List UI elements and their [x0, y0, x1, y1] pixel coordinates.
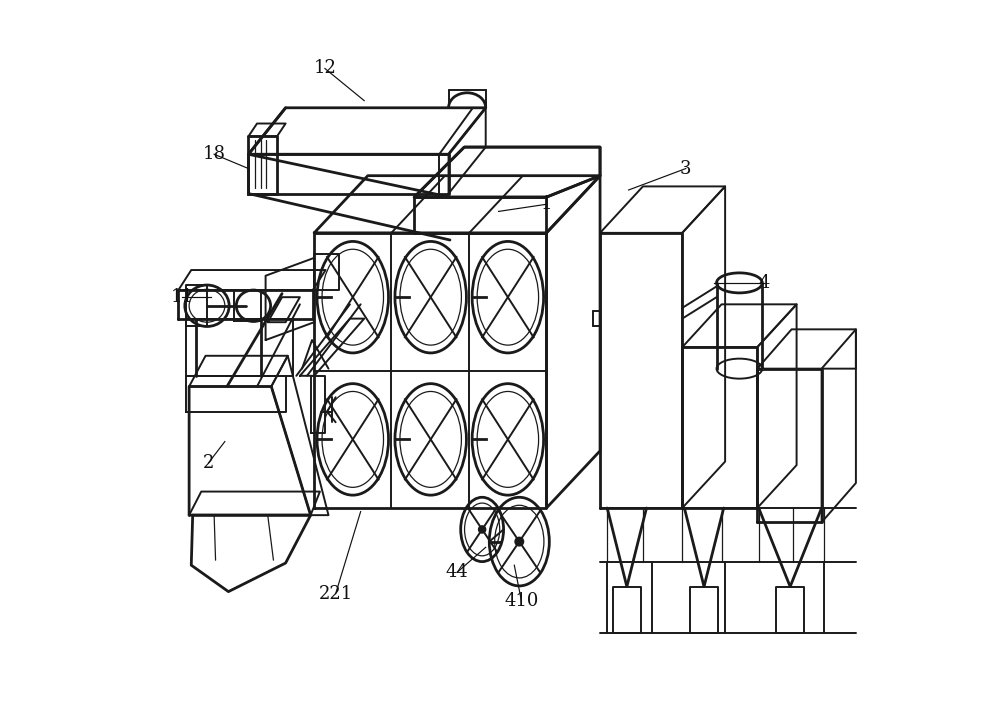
Circle shape	[515, 537, 524, 546]
Text: 410: 410	[504, 592, 539, 610]
Circle shape	[479, 526, 486, 533]
Text: 221: 221	[319, 585, 353, 603]
Text: 2: 2	[203, 454, 214, 472]
Text: 1: 1	[541, 195, 552, 213]
Text: 4: 4	[759, 274, 770, 292]
Text: 44: 44	[446, 563, 468, 581]
Text: 12: 12	[313, 59, 336, 77]
Text: 11: 11	[170, 288, 193, 306]
Text: 18: 18	[203, 145, 226, 163]
Text: 3: 3	[680, 160, 692, 178]
